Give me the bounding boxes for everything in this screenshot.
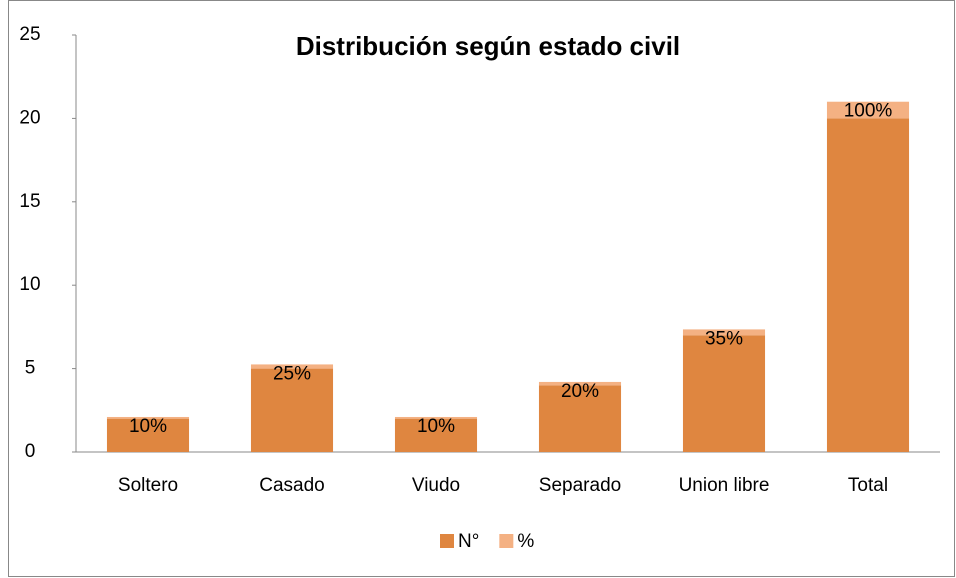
y-tick-label: 25 xyxy=(19,24,40,45)
legend-swatch xyxy=(440,534,454,548)
bar-segment xyxy=(826,101,910,119)
bar-segment xyxy=(538,385,622,452)
bar-segment xyxy=(394,418,478,452)
legend-label: % xyxy=(517,531,534,552)
data-label: 35% xyxy=(705,328,743,349)
bar-segment xyxy=(106,418,190,452)
bar-segment xyxy=(106,416,190,419)
y-tick-label: 20 xyxy=(19,107,40,128)
chart-frame xyxy=(8,0,955,577)
y-tick-label: 10 xyxy=(19,274,40,295)
bar-segment xyxy=(250,368,334,452)
y-tick-label: 5 xyxy=(25,358,36,379)
bar-segment xyxy=(250,364,334,369)
data-label: 10% xyxy=(129,416,167,437)
y-tick-label: 0 xyxy=(25,441,36,462)
data-label: 20% xyxy=(561,381,599,402)
bar-segment xyxy=(538,381,622,386)
x-tick-label: Total xyxy=(848,475,888,496)
bar-segment xyxy=(826,118,910,453)
legend-label: N° xyxy=(458,531,479,552)
x-tick-label: Union libre xyxy=(679,475,770,496)
x-tick-label: Casado xyxy=(259,475,325,496)
legend-swatch xyxy=(499,534,514,548)
bar-segment xyxy=(682,335,766,452)
chart-title: Distribución según estado civil xyxy=(296,31,680,61)
x-tick-label: Viudo xyxy=(412,475,460,496)
data-label: 10% xyxy=(417,416,455,437)
data-label: 25% xyxy=(273,363,311,384)
bar-segment xyxy=(394,416,478,419)
x-tick-label: Separado xyxy=(539,475,621,496)
y-tick-label: 15 xyxy=(19,191,40,212)
x-tick-label: Soltero xyxy=(118,475,178,496)
data-label: 100% xyxy=(844,101,893,122)
bar-segment xyxy=(682,329,766,336)
